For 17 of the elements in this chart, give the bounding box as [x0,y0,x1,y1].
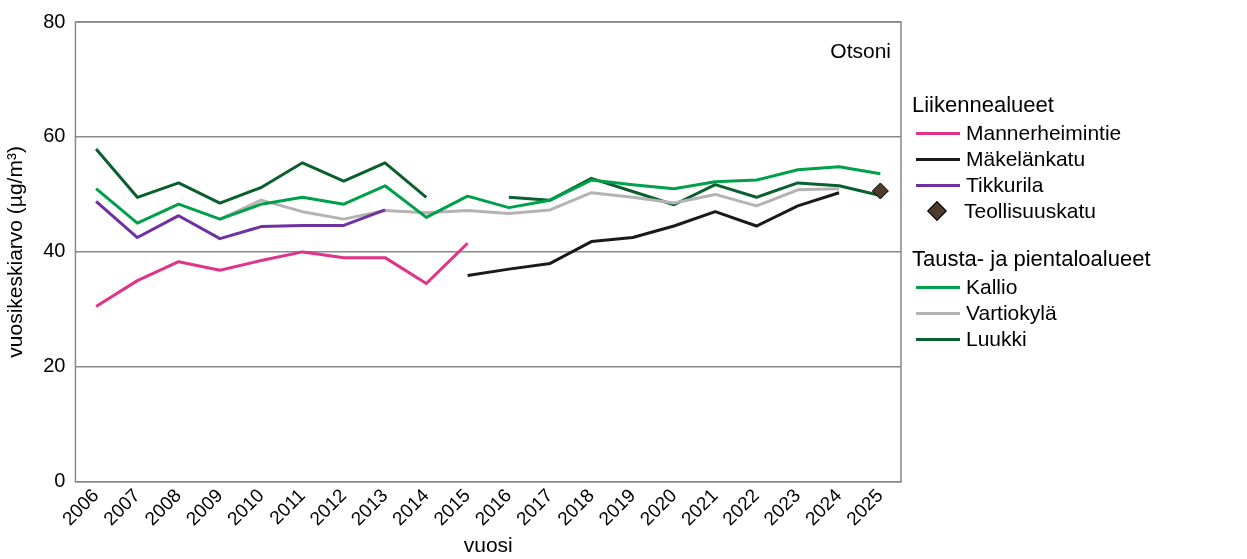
y-tick-label: 0 [54,469,66,492]
legend-label: Teollisuuskatu [964,199,1096,223]
legend-label: Luukki [966,327,1027,351]
annotation: Otsoni [830,39,891,63]
y-tick-label: 60 [43,124,66,147]
y-axis-title: vuosikeskiarvo (µg/m³) [3,146,27,358]
legend-title: Liikennealueet [912,92,1055,118]
legend-label: Mannerheimintie [966,121,1122,145]
legend-label: Kallio [966,275,1018,299]
text: Tausta- ja pientaloalueet [912,246,1151,272]
y-tick-label: 40 [43,239,66,262]
y-tick-label: 20 [43,354,66,377]
legend-label: Mäkelänkatu [966,147,1086,171]
legend-label: Tikkurila [966,173,1044,197]
legend-label: Vartiokylä [966,301,1057,325]
x-axis-title: vuosi [463,533,513,557]
y-tick-label: 80 [43,9,66,32]
